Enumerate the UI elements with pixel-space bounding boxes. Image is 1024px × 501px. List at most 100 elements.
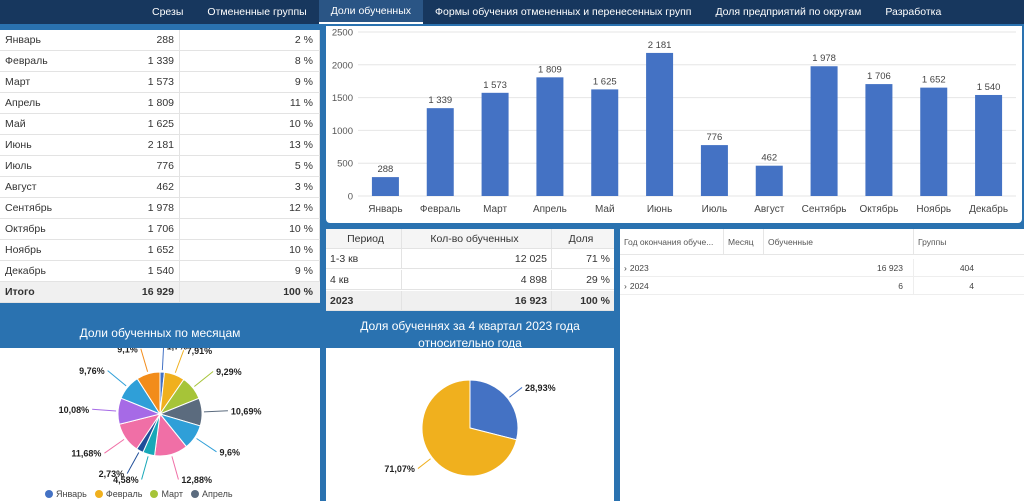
bar-value-label: 1 706 (867, 71, 891, 82)
table-row: Февраль 1 339 8 % (0, 51, 320, 72)
legend-item[interactable]: Февраль (94, 489, 142, 499)
bar-value-label: 1 625 (593, 76, 617, 87)
x-tick-label: Февраль (420, 204, 461, 215)
expand-icon[interactable]: › (624, 280, 627, 291)
y-tick-label: 2500 (332, 28, 353, 39)
pie-leader-line (171, 456, 179, 480)
pie-leader-line (196, 438, 217, 453)
count-cell: 1 809 (90, 93, 180, 113)
table-row: Март 1 573 9 % (0, 72, 320, 93)
x-tick-label: Август (754, 204, 785, 215)
bar-value-label: 1 339 (428, 95, 452, 106)
bar[interactable] (426, 108, 454, 196)
count-cell: 288 (90, 30, 180, 50)
bar-value-label: 1 652 (922, 75, 946, 86)
pie-leader-line (126, 452, 140, 474)
month-cell: Март (5, 76, 31, 88)
pivot-header-year[interactable]: Год окончания обуче... (620, 229, 724, 254)
tab-1[interactable]: Отмененные группы (207, 6, 307, 18)
table-row: Июнь 2 181 13 % (0, 135, 320, 156)
bar[interactable] (865, 84, 893, 196)
pie-slice[interactable] (469, 379, 519, 441)
count-cell: 1 652 (90, 240, 180, 260)
period-cell: 4 кв (326, 270, 402, 289)
period-count-cell: 12 025 (402, 249, 552, 268)
y-tick-label: 2000 (332, 60, 353, 71)
legend-dot-icon (94, 490, 103, 498)
pivot-row[interactable]: › 2023 16 923 404 (620, 259, 1024, 277)
pivot-table: Год окончания обуче... Месяц Обученные Г… (620, 229, 1024, 501)
bar[interactable] (920, 87, 948, 196)
period-share-cell: 71 % (586, 252, 610, 265)
pivot-year: 2023 (629, 262, 649, 273)
count-cell: 1 339 (90, 51, 180, 71)
table-row: Июль 776 5 % (0, 156, 320, 177)
pivot-year-cell[interactable]: › 2023 (620, 259, 764, 276)
pivot-year-cell[interactable]: › 2024 (620, 277, 764, 294)
bar[interactable] (481, 92, 509, 196)
bar-chart-svg: 0 500 1000 1500 2000 2500 288 Январь 1 339 Феврал… (332, 28, 1016, 215)
pivot-groups-cell: 404 (959, 262, 974, 273)
bar[interactable] (810, 66, 838, 196)
bar[interactable] (536, 77, 564, 196)
tab-3[interactable]: Формы обучения отмененных и перенесенных… (435, 6, 692, 18)
pivot-trained-cell: 16 923 (764, 259, 914, 276)
month-cell: Ноябрь (5, 244, 42, 256)
bar[interactable] (975, 94, 1003, 196)
bar[interactable] (700, 145, 728, 196)
legend-item[interactable]: Январь (45, 489, 87, 499)
count-cell: 1 540 (90, 261, 180, 281)
legend-item[interactable]: Март (150, 489, 183, 499)
pie-label: 10,69% (231, 406, 262, 416)
pie-q4-chart: 28,93% 71,07% (384, 379, 556, 477)
pie-leader-line (141, 456, 149, 480)
pie-slice[interactable] (421, 379, 518, 477)
bar-value-label: 1 978 (812, 53, 836, 64)
pie-leader-line (161, 346, 165, 371)
bar[interactable] (591, 89, 619, 196)
pivot-row[interactable]: › 2024 6 4 (620, 277, 1024, 295)
tab-0[interactable]: Срезы (152, 6, 184, 18)
month-cell: Декабрь (5, 265, 46, 277)
tab-5[interactable]: Разработка (885, 6, 942, 18)
period-count-cell: 4 898 (402, 270, 552, 289)
pie-leader-line (104, 438, 125, 454)
legend-dot-icon (191, 490, 199, 498)
x-tick-label: Сентябрь (802, 203, 847, 215)
month-cell: Август (5, 181, 37, 193)
table-row: Декабрь 1 540 9 % (0, 261, 320, 282)
pie-months-legend: Январь Февраль Март Апрель (45, 489, 233, 499)
period-total-row: 2023 16 923 100 % (326, 291, 614, 311)
tab-4[interactable]: Доля предприятий по округам (715, 6, 862, 18)
pie-q4-title: Доля обученнях за 4 квартал 2023 года от… (360, 319, 580, 350)
period-total-count: 16 923 (402, 291, 552, 310)
x-tick-label: Октябрь (860, 203, 899, 215)
x-tick-label: Апрель (533, 204, 567, 215)
bar[interactable] (371, 177, 399, 196)
share-cell: 2 % (294, 34, 313, 46)
pivot-header-trained[interactable]: Обученные (764, 229, 914, 254)
month-cell: Октябрь (5, 223, 46, 235)
x-tick-label: Ноябрь (916, 203, 951, 215)
pivot-header-groups[interactable]: Группы (918, 236, 947, 247)
share-cell: 10 % (289, 118, 313, 130)
table-row: Сентябрь 1 978 12 % (0, 198, 320, 219)
expand-icon[interactable]: › (624, 262, 627, 273)
legend-label: Январь (56, 489, 87, 499)
pie-slice[interactable] (136, 371, 161, 416)
pie-q4-panel: 28,93% 71,07% (326, 348, 614, 501)
share-cell: 8 % (294, 55, 313, 67)
y-tick-label: 0 (348, 192, 353, 203)
pie-months-title: Доли обученных по месяцам (79, 326, 241, 340)
bar[interactable] (646, 52, 674, 197)
pivot-year: 2024 (629, 280, 649, 291)
legend-item[interactable]: Апрель (191, 489, 233, 499)
share-cell: 11 % (289, 97, 313, 109)
bar[interactable] (755, 165, 783, 196)
bar-value-label: 2 181 (648, 40, 672, 51)
bar-value-label: 1 573 (483, 80, 507, 91)
tab-2[interactable]: Доли обученных (318, 0, 424, 24)
table-row: 4 кв 4 898 29 % (326, 270, 614, 290)
pivot-header-month[interactable]: Месяц (724, 229, 764, 254)
pie-leader-line (107, 370, 127, 387)
